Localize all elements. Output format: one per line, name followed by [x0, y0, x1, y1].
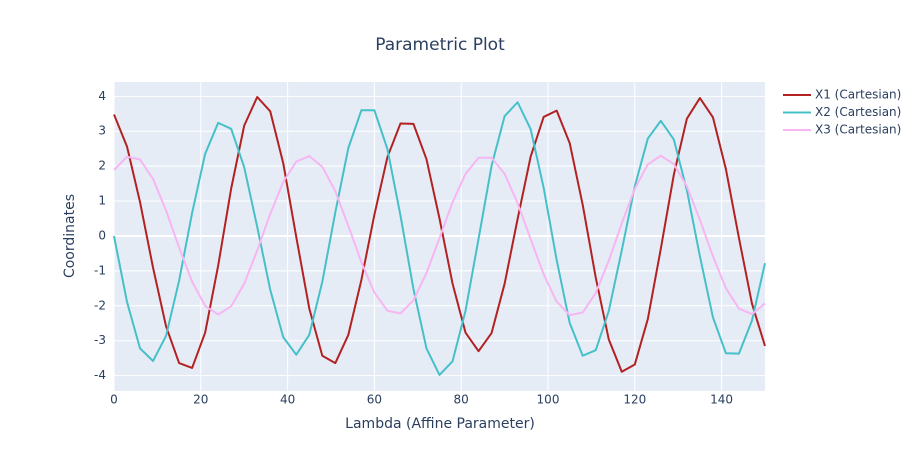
chart-title: Parametric Plot: [375, 35, 505, 55]
y-tick-label: 2: [98, 159, 106, 173]
legend-label: X2 (Cartesian): [815, 105, 901, 119]
x-tick-label: 80: [454, 393, 469, 407]
series-line: [113, 96, 766, 373]
series-line: [113, 101, 766, 376]
lines: [113, 96, 766, 376]
x-axis-title: Lambda (Affine Parameter): [345, 416, 535, 432]
y-axis-title: Coordinates: [62, 194, 78, 278]
x-tick-label: 40: [280, 393, 295, 407]
y-tick-label: 4: [98, 89, 106, 103]
y-tick-label: 1: [98, 194, 106, 208]
x-tick-label: 0: [110, 393, 118, 407]
x-tick-label: 120: [623, 393, 646, 407]
y-tick-label: -4: [94, 368, 106, 382]
x-tick-label: 100: [537, 393, 560, 407]
y-tick-label: -1: [94, 263, 106, 277]
legend-label: X3 (Cartesian): [815, 123, 901, 137]
grid: [113, 82, 765, 391]
y-tick-label: 3: [98, 124, 106, 138]
y-tick-label: -2: [94, 298, 106, 312]
x-tick-label: 60: [367, 393, 382, 407]
series-line: [113, 154, 766, 317]
x-tick-label: 140: [710, 393, 733, 407]
legend: X1 (Cartesian) X2 (Cartesian) X3 (Cartesia…: [783, 88, 901, 137]
x-tick-label: 20: [193, 393, 208, 407]
y-tick-label: -3: [94, 333, 106, 347]
legend-label: X1 (Cartesian): [815, 88, 901, 102]
y-tick-label: 0: [98, 228, 106, 242]
